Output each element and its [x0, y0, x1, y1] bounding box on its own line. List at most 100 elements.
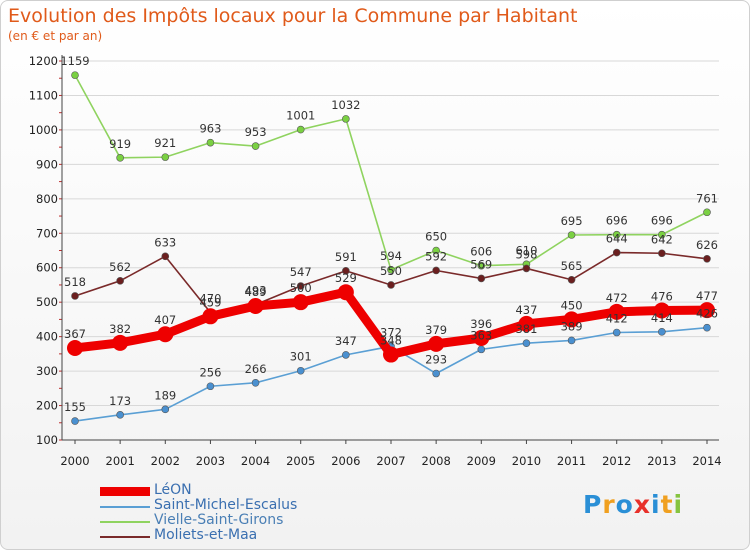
data-point	[116, 154, 124, 162]
data-point	[522, 339, 531, 347]
x-tick-label: 2003	[196, 454, 225, 468]
data-point	[71, 292, 79, 300]
data-point	[161, 153, 170, 161]
data-point	[612, 230, 621, 239]
data-label: 489	[245, 285, 267, 299]
data-label: 650	[425, 230, 447, 244]
y-tick-label: 1000	[29, 123, 58, 137]
data-point	[161, 252, 170, 261]
proxiti-logo: Proxiti	[583, 490, 683, 519]
x-tick-label: 2004	[241, 454, 270, 468]
data-label: 437	[515, 303, 537, 317]
data-point	[703, 208, 711, 217]
x-tick-label: 2011	[557, 454, 586, 468]
data-point	[612, 328, 621, 337]
data-point	[703, 323, 711, 332]
legend-label: Vielle-Saint-Girons	[154, 512, 284, 528]
y-tick-label: 100	[36, 433, 58, 447]
data-point	[342, 351, 350, 359]
y-tick-label: 700	[36, 226, 58, 240]
data-point	[161, 405, 170, 414]
data-label: 562	[109, 260, 131, 274]
logo-letter: t	[660, 490, 674, 519]
data-point	[387, 281, 395, 289]
data-point	[477, 274, 486, 283]
data-point	[383, 346, 399, 363]
data-point	[477, 261, 486, 270]
data-label: 293	[425, 353, 447, 367]
data-point	[567, 336, 576, 345]
data-point	[71, 417, 79, 425]
data-label: 1001	[286, 109, 315, 123]
legend-label: Saint-Michel-Escalus	[154, 497, 298, 513]
x-tick-label: 2002	[151, 454, 180, 468]
data-label: 953	[245, 125, 267, 139]
x-tick-label: 2012	[602, 454, 631, 468]
x-tick-label: 2006	[331, 454, 360, 468]
data-point	[296, 366, 305, 375]
data-label: 389	[561, 319, 583, 333]
y-tick-label: 1200	[29, 54, 58, 68]
data-point	[567, 231, 576, 239]
data-point	[296, 282, 305, 290]
data-label: 189	[154, 388, 176, 402]
data-point	[473, 330, 490, 347]
data-label: 569	[470, 257, 492, 271]
data-label: 529	[335, 271, 357, 285]
data-point	[116, 277, 124, 285]
data-point	[206, 138, 215, 147]
data-label: 963	[199, 122, 221, 136]
data-label: 381	[515, 322, 537, 336]
x-tick-label: 2014	[692, 454, 721, 468]
logo-letter: x	[633, 490, 651, 519]
data-label: 695	[561, 214, 583, 228]
data-point	[522, 264, 531, 273]
data-label: 412	[606, 312, 628, 326]
data-point	[699, 302, 715, 319]
data-label: 1159	[60, 54, 89, 68]
data-point	[608, 303, 625, 320]
data-label: 594	[380, 249, 402, 263]
legend-swatch	[100, 521, 150, 523]
data-point	[432, 246, 440, 255]
data-label: 173	[109, 394, 131, 408]
data-point	[703, 254, 711, 263]
data-label: 396	[470, 317, 492, 331]
data-label: 363	[470, 328, 492, 342]
data-label: 565	[561, 259, 583, 273]
logo-letter: r	[602, 490, 616, 519]
x-tick-label: 2008	[422, 454, 451, 468]
legend-label: Moliets-et-Maa	[154, 527, 258, 543]
x-tick-label: 2013	[647, 454, 676, 468]
data-point	[157, 326, 174, 343]
x-tick-label: 2009	[467, 454, 496, 468]
y-tick-label: 600	[36, 261, 58, 275]
data-point	[612, 248, 621, 257]
chart-title: Evolution des Impôts locaux pour la Comm…	[8, 5, 578, 27]
data-label: 644	[606, 232, 628, 246]
data-label: 266	[245, 362, 267, 376]
data-label: 610	[515, 243, 537, 257]
y-tick-label: 900	[36, 157, 58, 171]
data-label: 761	[696, 191, 718, 205]
data-label: 347	[335, 334, 357, 348]
legend-swatch	[100, 487, 150, 496]
logo-letter: i	[651, 490, 661, 519]
data-label: 348	[380, 334, 402, 348]
data-point	[432, 369, 440, 378]
x-tick-label: 2001	[106, 454, 135, 468]
chart-subtitle: (en € et par an)	[8, 29, 103, 43]
data-point	[337, 284, 354, 301]
logo-letter: P	[583, 490, 603, 519]
data-label: 472	[606, 291, 628, 305]
data-label: 518	[64, 275, 86, 289]
data-point	[658, 249, 666, 258]
y-tick-label: 800	[36, 192, 58, 206]
data-point	[71, 71, 79, 79]
data-label: 414	[651, 311, 673, 325]
data-point	[342, 267, 350, 275]
data-point	[292, 294, 309, 311]
data-label: 592	[425, 249, 447, 263]
data-label: 598	[515, 247, 537, 261]
data-label: 450	[561, 298, 583, 312]
